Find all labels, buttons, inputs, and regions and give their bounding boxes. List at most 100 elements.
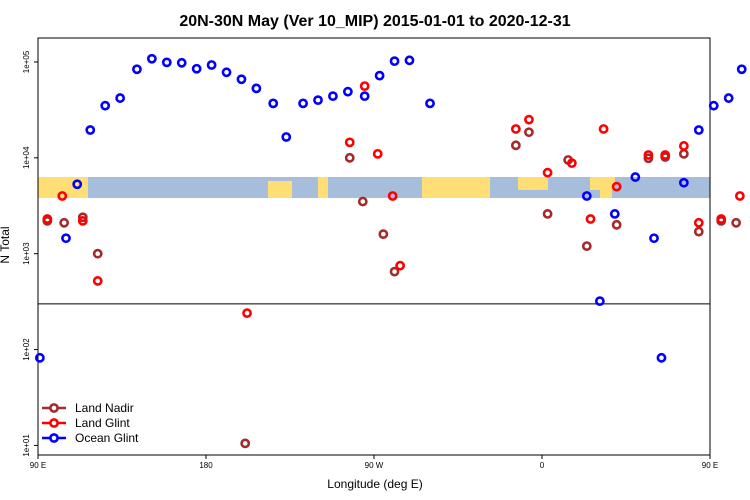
- data-point: [236, 74, 247, 85]
- land-arabia: [518, 177, 548, 190]
- x-tick-label: 90 E: [702, 461, 718, 470]
- data-point: [372, 148, 383, 159]
- x-tick-label: 0: [540, 461, 545, 470]
- data-point: [191, 63, 202, 74]
- data-point: [281, 132, 292, 142]
- legend-label: Land Glint: [75, 416, 130, 430]
- legend-marker: [49, 433, 59, 443]
- data-point: [359, 91, 370, 102]
- data-point: [72, 179, 83, 190]
- data-point: [240, 438, 251, 449]
- data-point: [524, 114, 534, 125]
- data-point: [313, 95, 323, 106]
- data-point: [542, 209, 553, 219]
- data-point: [611, 219, 622, 230]
- data-point: [395, 260, 406, 271]
- data-point: [132, 64, 142, 75]
- data-point: [678, 148, 689, 159]
- data-point: [649, 233, 659, 244]
- data-point: [251, 83, 262, 94]
- data-point: [656, 352, 667, 363]
- land-india-south: [600, 186, 612, 198]
- data-point: [736, 64, 747, 75]
- data-point: [510, 124, 521, 134]
- data-point: [221, 67, 232, 78]
- data-point: [693, 226, 704, 237]
- data-point: [77, 212, 88, 223]
- data-point: [389, 56, 400, 67]
- y-tick-label: 1e+02: [22, 338, 31, 361]
- land-north-america-tip: [318, 177, 328, 198]
- data-point: [731, 217, 742, 228]
- land-central-america: [268, 181, 292, 198]
- data-point: [643, 150, 654, 160]
- legend-marker: [49, 403, 59, 413]
- data-point: [61, 233, 71, 244]
- data-point: [85, 125, 96, 135]
- data-point: [693, 125, 704, 135]
- data-point: [42, 214, 53, 224]
- data-point: [359, 81, 370, 92]
- data-point: [723, 93, 734, 103]
- data-point: [378, 229, 389, 240]
- land-africa: [422, 177, 490, 198]
- y-tick-label: 1e+01: [22, 434, 31, 457]
- data-point: [581, 241, 592, 251]
- data-point: [566, 158, 577, 169]
- data-point: [660, 150, 671, 160]
- data-point: [242, 308, 252, 319]
- data-point: [357, 196, 368, 207]
- data-point: [206, 60, 217, 70]
- data-point: [57, 191, 68, 201]
- data-point: [161, 57, 172, 68]
- y-tick-label: 1e+03: [22, 242, 31, 265]
- data-point: [374, 70, 385, 81]
- x-axis-label: Longitude (deg E): [327, 477, 422, 491]
- data-point: [425, 98, 435, 109]
- data-point: [268, 98, 279, 109]
- data-point: [542, 167, 553, 178]
- data-point: [585, 214, 596, 224]
- data-point: [693, 217, 704, 228]
- legend-label: Land Nadir: [75, 401, 134, 415]
- data-point: [510, 140, 521, 151]
- data-point: [92, 248, 103, 259]
- data-point: [581, 191, 592, 201]
- data-point: [59, 217, 70, 228]
- data-point: [342, 86, 353, 97]
- y-tick-label: 1e+05: [22, 50, 31, 73]
- data-point: [404, 55, 415, 66]
- x-tick-label: 90 W: [365, 461, 384, 470]
- data-point: [708, 100, 719, 111]
- data-point: [716, 214, 727, 224]
- data-point: [630, 172, 641, 182]
- y-axis-label: N Total: [0, 226, 12, 263]
- data-point: [344, 152, 355, 163]
- series-land-nadir: [42, 127, 750, 449]
- data-point: [77, 215, 88, 226]
- data-point: [176, 57, 187, 68]
- plot-frame: [37, 37, 711, 456]
- series-ocean-glint: [34, 53, 747, 363]
- data-point: [92, 276, 103, 286]
- chart-title: 20N-30N May (Ver 10_MIP) 2015-01-01 to 2…: [179, 13, 570, 30]
- data-point: [734, 191, 745, 201]
- data-point: [328, 91, 338, 102]
- legend-marker: [49, 418, 59, 428]
- data-point: [146, 53, 157, 64]
- data-point: [344, 137, 355, 148]
- series-land-glint: [42, 81, 750, 319]
- data-point: [678, 177, 689, 188]
- data-point: [389, 266, 400, 277]
- x-tick-label: 180: [199, 461, 213, 470]
- data-point: [524, 127, 534, 138]
- data-point: [611, 181, 622, 192]
- data-point: [598, 124, 609, 134]
- data-point: [609, 209, 620, 219]
- data-point: [34, 352, 45, 363]
- data-point: [115, 93, 126, 103]
- data-point: [298, 98, 308, 109]
